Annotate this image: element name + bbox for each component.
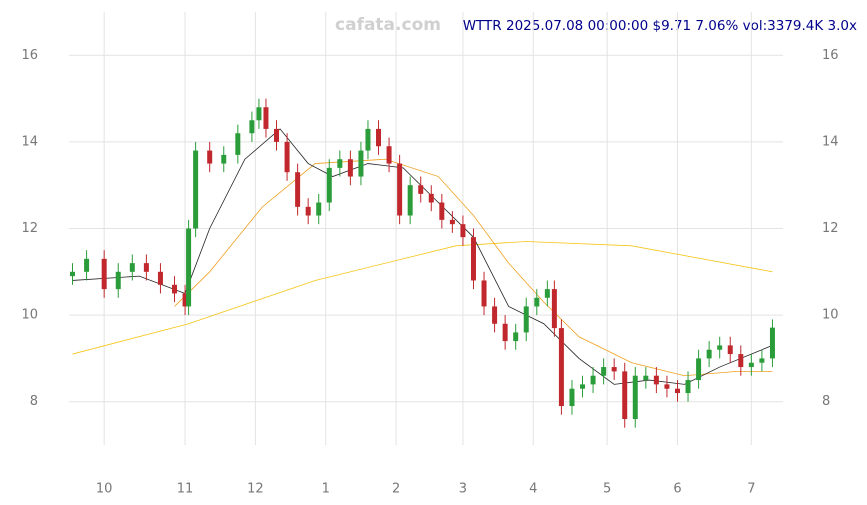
candle-body	[439, 202, 445, 220]
candle-body	[249, 120, 255, 134]
candle-body	[235, 133, 241, 155]
candle-body	[358, 150, 364, 177]
candle-body	[580, 384, 586, 389]
candle-body	[449, 219, 455, 225]
candle-body	[674, 388, 680, 394]
candle-body	[513, 332, 519, 342]
candle-body	[386, 146, 392, 164]
y-tick-label: 10	[822, 308, 839, 323]
candle-body	[207, 150, 213, 164]
candle-body	[221, 154, 227, 164]
moving-average	[72, 241, 773, 355]
candle-body	[643, 375, 649, 381]
candle-body	[470, 237, 476, 281]
candle-body	[759, 358, 765, 363]
candle-body	[70, 271, 76, 277]
y-tick-label: 12	[822, 221, 839, 236]
candle-body	[143, 263, 149, 272]
candle-body	[492, 306, 498, 324]
candle-body	[365, 128, 371, 151]
candle-body	[502, 323, 508, 342]
candle-body	[182, 293, 188, 307]
candle-body	[706, 349, 712, 359]
candle-body	[534, 297, 540, 307]
candle-body	[284, 141, 290, 173]
candle-body	[84, 258, 90, 272]
y-tick-label: 14	[21, 134, 38, 149]
candle-body	[544, 289, 550, 298]
candle-body	[263, 107, 269, 129]
x-tick-label: 1	[322, 482, 330, 497]
candle-body	[256, 107, 262, 121]
x-tick-label: 7	[747, 482, 755, 497]
x-tick-label: 12	[247, 482, 264, 497]
candle-body	[193, 150, 199, 229]
candle-body	[326, 167, 332, 203]
candle-body	[551, 289, 557, 329]
candle-body	[481, 280, 487, 307]
candle-body	[523, 306, 529, 333]
candle-body	[115, 271, 121, 290]
chart-title: WTTR 2025.07.08 00:00:00 $9.71 7.06% vol…	[463, 18, 857, 34]
candle-body	[632, 375, 638, 420]
candle-body	[685, 380, 691, 394]
candle-body	[460, 224, 466, 238]
candle-body	[305, 206, 311, 216]
y-tick-label: 12	[21, 221, 38, 236]
candle-body	[611, 367, 617, 372]
y-tick-label: 8	[30, 394, 38, 409]
y-tick-label: 16	[822, 48, 839, 63]
candle-body	[157, 271, 163, 285]
candle-body	[569, 388, 575, 407]
candle-body	[337, 159, 343, 168]
candle-body	[738, 354, 744, 368]
candle-body	[717, 345, 723, 350]
y-tick-label: 16	[21, 48, 38, 63]
candle-body	[295, 172, 301, 207]
candle-body	[316, 202, 322, 216]
candle-body	[590, 375, 596, 385]
candle-body	[558, 328, 564, 407]
candle-body	[418, 185, 424, 194]
candle-body	[347, 159, 353, 177]
x-tick-label: 10	[96, 482, 113, 497]
y-tick-label: 10	[21, 308, 38, 323]
x-tick-label: 11	[177, 482, 194, 497]
moving-average	[174, 158, 773, 377]
candle-body	[727, 345, 733, 355]
x-tick-label: 3	[459, 482, 467, 497]
candle-body	[428, 193, 434, 203]
candle-body	[172, 284, 178, 294]
candle-body	[622, 371, 628, 420]
candle-body	[129, 263, 135, 272]
candle-body	[696, 358, 702, 381]
candle-body	[101, 258, 107, 290]
x-tick-label: 5	[603, 482, 611, 497]
candle-body	[186, 228, 192, 307]
candle-body	[407, 185, 413, 216]
candle-body	[664, 384, 670, 389]
candle-body	[274, 128, 280, 142]
candle-body	[376, 128, 382, 147]
candle-body	[769, 327, 775, 359]
watermark: cafata.com	[335, 15, 441, 35]
x-tick-label: 2	[392, 482, 400, 497]
moving-average	[72, 128, 773, 385]
candle-body	[601, 367, 607, 376]
y-tick-label: 14	[822, 134, 839, 149]
x-tick-label: 6	[673, 482, 681, 497]
x-tick-label: 4	[529, 482, 537, 497]
y-tick-label: 8	[822, 394, 830, 409]
candle-body	[748, 362, 754, 368]
candle-body	[653, 375, 659, 385]
candle-body	[397, 163, 403, 216]
